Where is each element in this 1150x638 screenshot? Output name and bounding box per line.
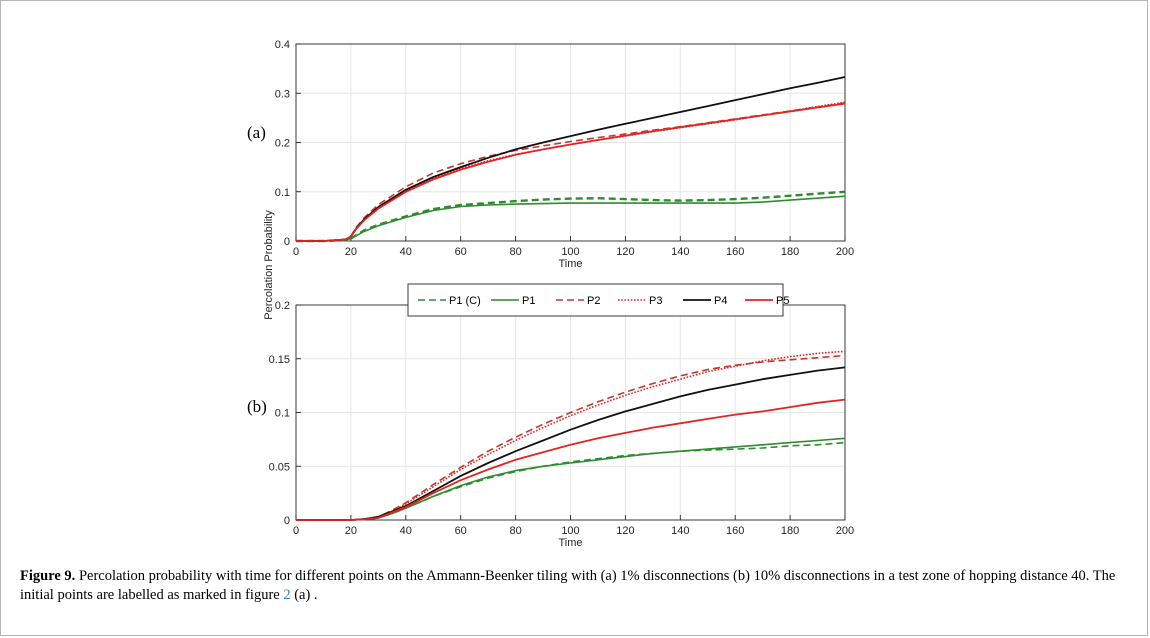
x-tick-label: 140 <box>671 246 689 258</box>
y-tick-label: 0.2 <box>275 138 290 150</box>
figure-reference-link[interactable]: 2 <box>283 587 291 603</box>
caption-text-end: (a) . <box>290 587 318 603</box>
x-tick-label: 160 <box>726 525 744 537</box>
x-tick-label: 60 <box>455 525 467 537</box>
x-tick-label: 20 <box>345 525 357 537</box>
y-tick-label: 0.1 <box>275 187 290 199</box>
y-tick-label: 0.2 <box>275 300 290 312</box>
legend: P1 (C) P1 P2 P3 P4 P5 <box>407 283 789 317</box>
figure-canvas: 0 20 40 60 80 100 120 140 160 180 20000.10.20.30.4… <box>247 39 855 549</box>
y-tick-label: 0.4 <box>275 39 290 51</box>
legend-label: P2 <box>587 295 600 307</box>
panel-b-label: (b) <box>247 397 267 416</box>
caption-text: Percolation probability with time for di… <box>20 568 1116 603</box>
y-tick-label: 0 <box>284 515 290 527</box>
y-tick-label: 0.3 <box>275 88 290 100</box>
y-tick-label: 0.15 <box>269 354 290 366</box>
series-line-p5 <box>296 398 846 521</box>
y-tick-label: 0.1 <box>275 408 290 420</box>
legend-label: P4 <box>714 295 727 307</box>
x-tick-label: 60 <box>455 246 467 258</box>
panel-a-plot: 0 20 40 60 80 100 120 140 160 180 200 0 0.1 0.2 0.3 0.4… <box>275 39 854 270</box>
x-tick-label: 80 <box>509 525 521 537</box>
figure-caption: Figure 9. Percolation probability with t… <box>20 567 1125 605</box>
series-line-p5 <box>296 102 846 242</box>
panel-b-plot: 0 20 40 60 80 100 120 140 160 180 200 0 0.05 0.1 0.15 0… <box>269 300 855 549</box>
x-tick-label: 180 <box>781 525 799 537</box>
x-tick-label: 100 <box>561 246 579 258</box>
x-tick-label: 40 <box>400 525 412 537</box>
legend-label: P1 <box>522 295 535 307</box>
x-tick-label: 40 <box>400 246 412 258</box>
legend-label: P3 <box>649 295 662 307</box>
x-tick-label: 200 <box>836 525 854 537</box>
legend-label: P5 <box>776 295 789 307</box>
x-tick-label: 120 <box>616 246 634 258</box>
y-tick-label: 0.05 <box>269 461 290 473</box>
y-tick-label: 0 <box>284 236 290 248</box>
x-tick-label: 180 <box>781 246 799 258</box>
y-axis-label: Percolation Probability <box>263 210 275 320</box>
series-line-p1 <box>296 195 846 242</box>
legend-box <box>407 283 784 317</box>
x-tick-label: 20 <box>345 246 357 258</box>
legend-label: P1 (C) <box>449 295 481 307</box>
panel-a-label: (a) <box>247 123 266 142</box>
x-axis-label: Time <box>558 537 582 549</box>
x-axis-label: Time <box>558 258 582 270</box>
x-tick-label: 0 <box>293 525 299 537</box>
x-tick-label: 160 <box>726 246 744 258</box>
x-tick-label: 120 <box>616 525 634 537</box>
x-tick-label: 100 <box>561 525 579 537</box>
x-tick-label: 200 <box>836 246 854 258</box>
caption-label: Figure 9. <box>20 568 76 584</box>
x-tick-label: 80 <box>509 246 521 258</box>
x-tick-label: 0 <box>293 246 299 258</box>
x-tick-label: 140 <box>671 525 689 537</box>
